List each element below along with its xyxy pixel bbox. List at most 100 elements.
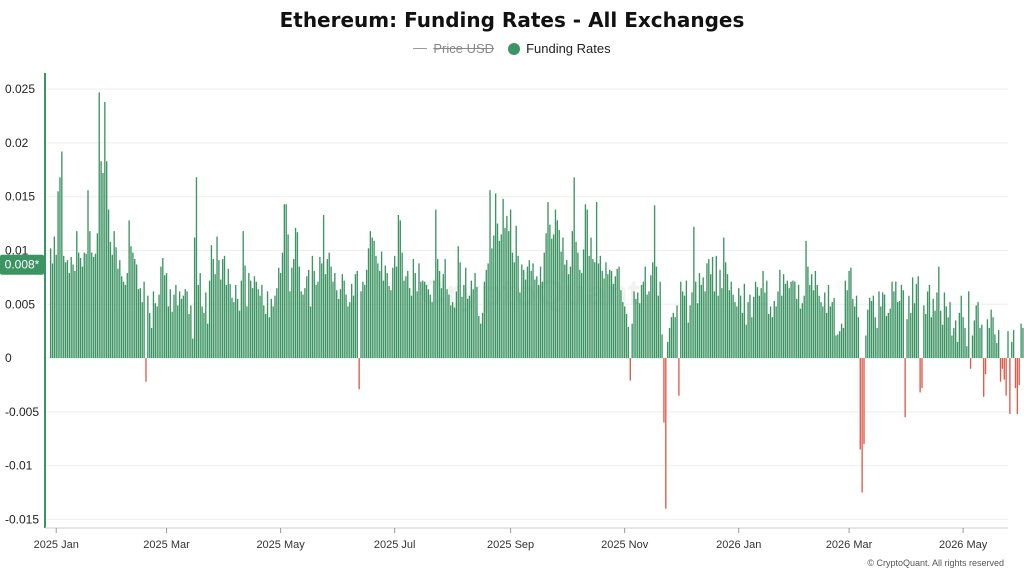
funding-rate-bar: [582, 249, 585, 359]
funding-rate-bar: [906, 319, 908, 359]
funding-rate-bar: [938, 266, 940, 359]
funding-rate-bar: [382, 280, 385, 359]
funding-rate-bar: [437, 259, 439, 359]
funding-rate-bar: [919, 358, 921, 393]
funding-rate-bar: [197, 284, 200, 359]
funding-rate-bar: [825, 312, 828, 359]
funding-rate-bar: [401, 252, 403, 359]
funding-rate-bar: [175, 284, 177, 359]
funding-rate-bar: [657, 295, 659, 359]
funding-rate-bar: [373, 240, 375, 359]
funding-rate-bar: [685, 280, 688, 359]
funding-rate-bar: [539, 266, 542, 359]
funding-rate-bar: [435, 209, 437, 359]
funding-rate-bar: [328, 252, 330, 359]
funding-rate-bar: [472, 289, 474, 359]
funding-rate-bar: [92, 256, 95, 359]
funding-rate-bar: [414, 273, 416, 359]
funding-rate-bar: [586, 209, 588, 359]
funding-rate-bar: [195, 177, 198, 359]
funding-rate-bar: [556, 220, 559, 359]
funding-rate-bar: [652, 262, 654, 359]
funding-rate-bar: [672, 312, 674, 359]
funding-rate-bar: [248, 273, 250, 359]
funding-rate-bar: [165, 273, 168, 359]
x-tick-label: 2025 Jan: [34, 539, 79, 551]
funding-rate-bar: [276, 288, 278, 359]
funding-rate-bar: [1014, 358, 1017, 389]
funding-rate-bar: [799, 308, 802, 359]
x-tick-label: 2026 Jan: [716, 539, 761, 551]
funding-rate-bar: [595, 202, 598, 359]
funding-rate-bar: [839, 331, 841, 359]
funding-rate-bar: [126, 273, 128, 359]
funding-rate-bar: [504, 227, 506, 359]
funding-rate-bar: [941, 324, 944, 359]
funding-rate-bar: [478, 316, 480, 359]
funding-rate-bar: [622, 302, 624, 359]
funding-rate-bar: [545, 233, 547, 359]
funding-rate-bar: [235, 284, 237, 359]
funding-rate-bar: [870, 301, 873, 359]
funding-rate-bar: [74, 270, 76, 359]
funding-rate-bar: [624, 306, 626, 359]
funding-rate-bar: [554, 209, 557, 359]
funding-rate-bar: [465, 267, 467, 359]
funding-rate-bar: [754, 281, 757, 359]
funding-rate-bar: [997, 330, 1000, 359]
x-tick-label: 2025 Sep: [487, 539, 534, 551]
funding-rate-bar: [63, 255, 65, 359]
funding-rate-bar: [723, 237, 725, 359]
funding-rate-bar: [326, 259, 329, 359]
funding-rate-bar: [199, 273, 201, 359]
funding-rate-bar: [306, 276, 308, 359]
funding-rate-bar: [573, 177, 575, 359]
funding-rate-bar: [227, 268, 229, 359]
funding-rate-bar: [904, 358, 906, 418]
chart-title: Ethereum: Funding Rates - All Exchanges: [279, 8, 745, 32]
funding-rate-bar: [1005, 358, 1007, 396]
funding-rate-bar: [818, 295, 820, 359]
funding-rate-bar: [263, 305, 265, 359]
funding-rate-bar: [620, 290, 622, 359]
funding-rate-bar: [676, 305, 678, 359]
funding-rate-bar: [500, 234, 502, 359]
funding-rate-bar: [594, 262, 596, 359]
funding-rate-bar: [837, 334, 839, 359]
funding-rate-bar: [109, 241, 112, 359]
funding-rate-bar: [1018, 358, 1020, 385]
funding-rate-bar: [779, 269, 781, 359]
funding-rate-bar: [530, 270, 532, 359]
funding-rate-bar: [767, 313, 770, 359]
funding-rate-bar: [999, 358, 1002, 382]
legend-item-funding-rates[interactable]: Funding Rates: [508, 41, 611, 56]
funding-rate-bar: [915, 283, 918, 359]
funding-rate-bar: [743, 283, 746, 359]
funding-rate-bar: [407, 270, 409, 359]
funding-rate-bar: [569, 266, 572, 359]
funding-rate-bar: [358, 358, 360, 390]
funding-rate-bar: [956, 341, 959, 359]
funding-rate-bar: [897, 302, 899, 359]
funding-rate-bar: [304, 288, 306, 359]
funding-rate-bar: [451, 302, 454, 359]
funding-rate-bar: [336, 290, 338, 359]
funding-rate-bar: [463, 284, 465, 359]
funding-rate-bar: [117, 268, 119, 359]
funding-rate-bar: [928, 284, 931, 359]
funding-rate-bar: [534, 279, 536, 359]
funding-rate-bar: [349, 302, 351, 359]
funding-rate-bar: [386, 273, 388, 359]
funding-rate-bar: [564, 264, 566, 359]
funding-rate-bar: [713, 291, 716, 359]
funding-rate-bar: [442, 274, 444, 359]
funding-rate-bar: [296, 232, 299, 359]
funding-rate-bar: [588, 255, 590, 359]
legend-item-price-usd[interactable]: Price USD: [413, 41, 494, 56]
funding-rate-bar: [663, 358, 665, 423]
funding-rate-bar: [158, 294, 160, 359]
funding-rate-bar: [337, 298, 340, 359]
funding-rate-bar: [461, 296, 463, 359]
funding-rate-bar: [251, 288, 254, 359]
